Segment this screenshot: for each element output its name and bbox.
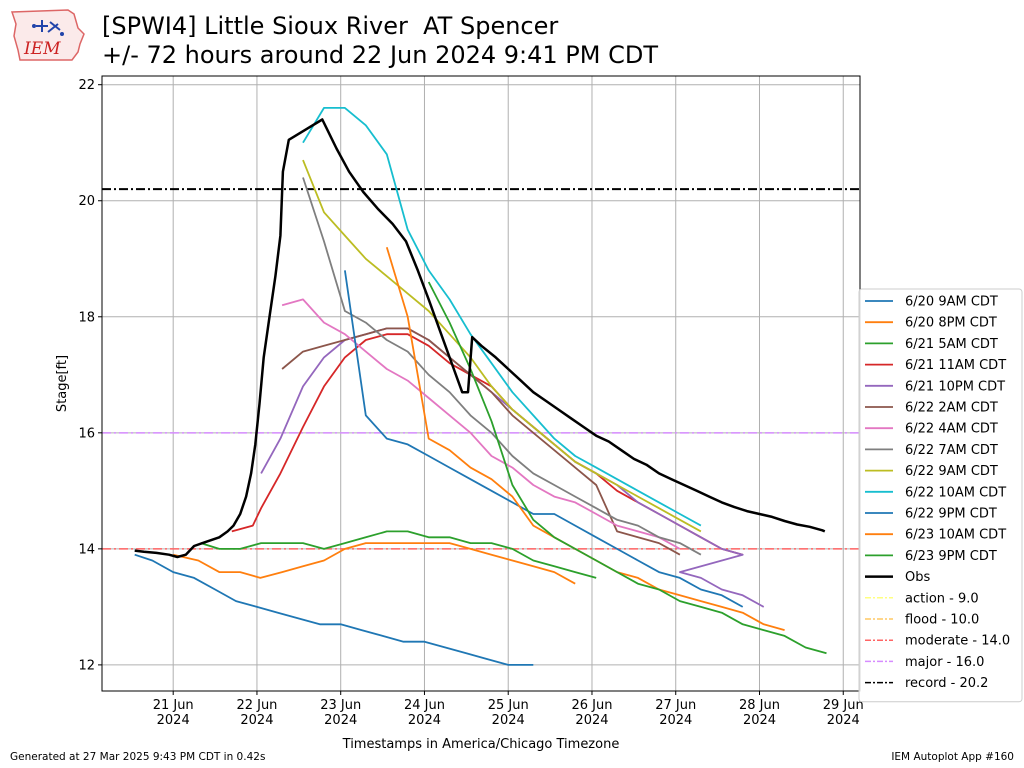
x-tick-label: 28 Jun xyxy=(739,698,780,713)
x-tick-label: 26 Jun xyxy=(571,698,612,713)
legend-label: 6/23 9PM CDT xyxy=(905,549,997,564)
legend-label: 6/22 9AM CDT xyxy=(905,464,998,479)
threshold-lines xyxy=(102,188,860,550)
x-tick-label: 2024 xyxy=(492,713,525,728)
y-tick-label: 16 xyxy=(78,426,95,441)
forecast-line xyxy=(281,298,681,550)
y-tick-label: 12 xyxy=(78,658,95,673)
x-tick-label: 2024 xyxy=(659,713,692,728)
legend-label: moderate - 14.0 xyxy=(905,634,1010,649)
legend-label: 6/23 10AM CDT xyxy=(905,528,1006,543)
legend-label: action - 9.0 xyxy=(905,591,979,606)
y-axis-label: Stage[ft] xyxy=(55,355,70,412)
y-tick-label: 20 xyxy=(78,194,95,209)
legend-label: 6/21 10PM CDT xyxy=(905,379,1005,394)
x-tick-label: 2024 xyxy=(408,713,441,728)
forecast-line xyxy=(200,530,597,579)
x-tick-label: 2024 xyxy=(157,713,190,728)
chart-title-line2: +/- 72 hours around 22 Jun 2024 9:41 PM … xyxy=(102,41,659,69)
iem-logo: IEM xyxy=(8,6,90,68)
legend-label: 6/22 2AM CDT xyxy=(905,401,998,416)
legend-label: Obs xyxy=(905,570,930,585)
chart-title-line1: [SPWI4] Little Sioux River AT Spencer xyxy=(102,12,559,40)
logo-text: IEM xyxy=(23,39,61,59)
y-tick-label: 18 xyxy=(78,310,95,325)
legend-label: 6/21 5AM CDT xyxy=(905,337,998,352)
legend-label: 6/20 9AM CDT xyxy=(905,295,998,310)
x-tick-label: 2024 xyxy=(743,713,776,728)
forecast-line xyxy=(302,159,702,533)
legend-box xyxy=(858,288,1023,703)
forecast-line xyxy=(172,542,576,585)
legend-label: flood - 10.0 xyxy=(905,613,979,628)
legend-label: 6/21 11AM CDT xyxy=(905,358,1006,373)
forecast-line xyxy=(427,281,827,655)
observed-series xyxy=(134,118,826,559)
legend-label: 6/22 10AM CDT xyxy=(905,485,1006,500)
legend-label: 6/22 4AM CDT xyxy=(905,422,998,437)
x-tick-label: 2024 xyxy=(324,713,357,728)
x-tick-label: 21 Jun xyxy=(153,698,194,713)
legend-label: 6/20 8PM CDT xyxy=(905,316,997,331)
y-axis-ticks: 12 14 16 18 20 22 xyxy=(78,78,102,673)
x-tick-label: 27 Jun xyxy=(655,698,696,713)
forecast-line xyxy=(302,177,702,556)
x-tick-label: 23 Jun xyxy=(320,698,361,713)
obs-line xyxy=(134,118,826,559)
y-tick-label: 22 xyxy=(78,78,95,93)
x-axis-label: Timestamps in America/Chicago Timezone xyxy=(342,737,620,752)
legend-label: 6/22 9PM CDT xyxy=(905,507,997,522)
y-tick-label: 14 xyxy=(78,542,95,557)
generated-timestamp: Generated at 27 Mar 2025 9:43 PM CDT in … xyxy=(10,751,266,763)
legend-label: record - 20.2 xyxy=(905,676,988,691)
x-tick-label: 2024 xyxy=(827,713,860,728)
forecast-line xyxy=(231,333,743,556)
forecast-series xyxy=(134,107,827,666)
x-tick-label: 24 Jun xyxy=(404,698,445,713)
x-tick-label: 2024 xyxy=(240,713,273,728)
x-tick-label: 29 Jun xyxy=(823,698,864,713)
x-tick-label: 25 Jun xyxy=(488,698,529,713)
legend-label: 6/22 7AM CDT xyxy=(905,443,998,458)
forecast-line xyxy=(344,270,744,608)
legend: 6/20 9AM CDT 6/20 8PM CDT 6/21 5AM CDT 6/21… xyxy=(858,288,1023,703)
app-credit: IEM Autoplot App #160 xyxy=(891,751,1014,763)
x-tick-label: 22 Jun xyxy=(236,698,277,713)
forecast-line xyxy=(302,107,702,527)
forecast-line xyxy=(385,246,785,631)
x-tick-label: 2024 xyxy=(575,713,608,728)
legend-label: major - 16.0 xyxy=(905,655,984,670)
forecast-line xyxy=(134,553,534,666)
